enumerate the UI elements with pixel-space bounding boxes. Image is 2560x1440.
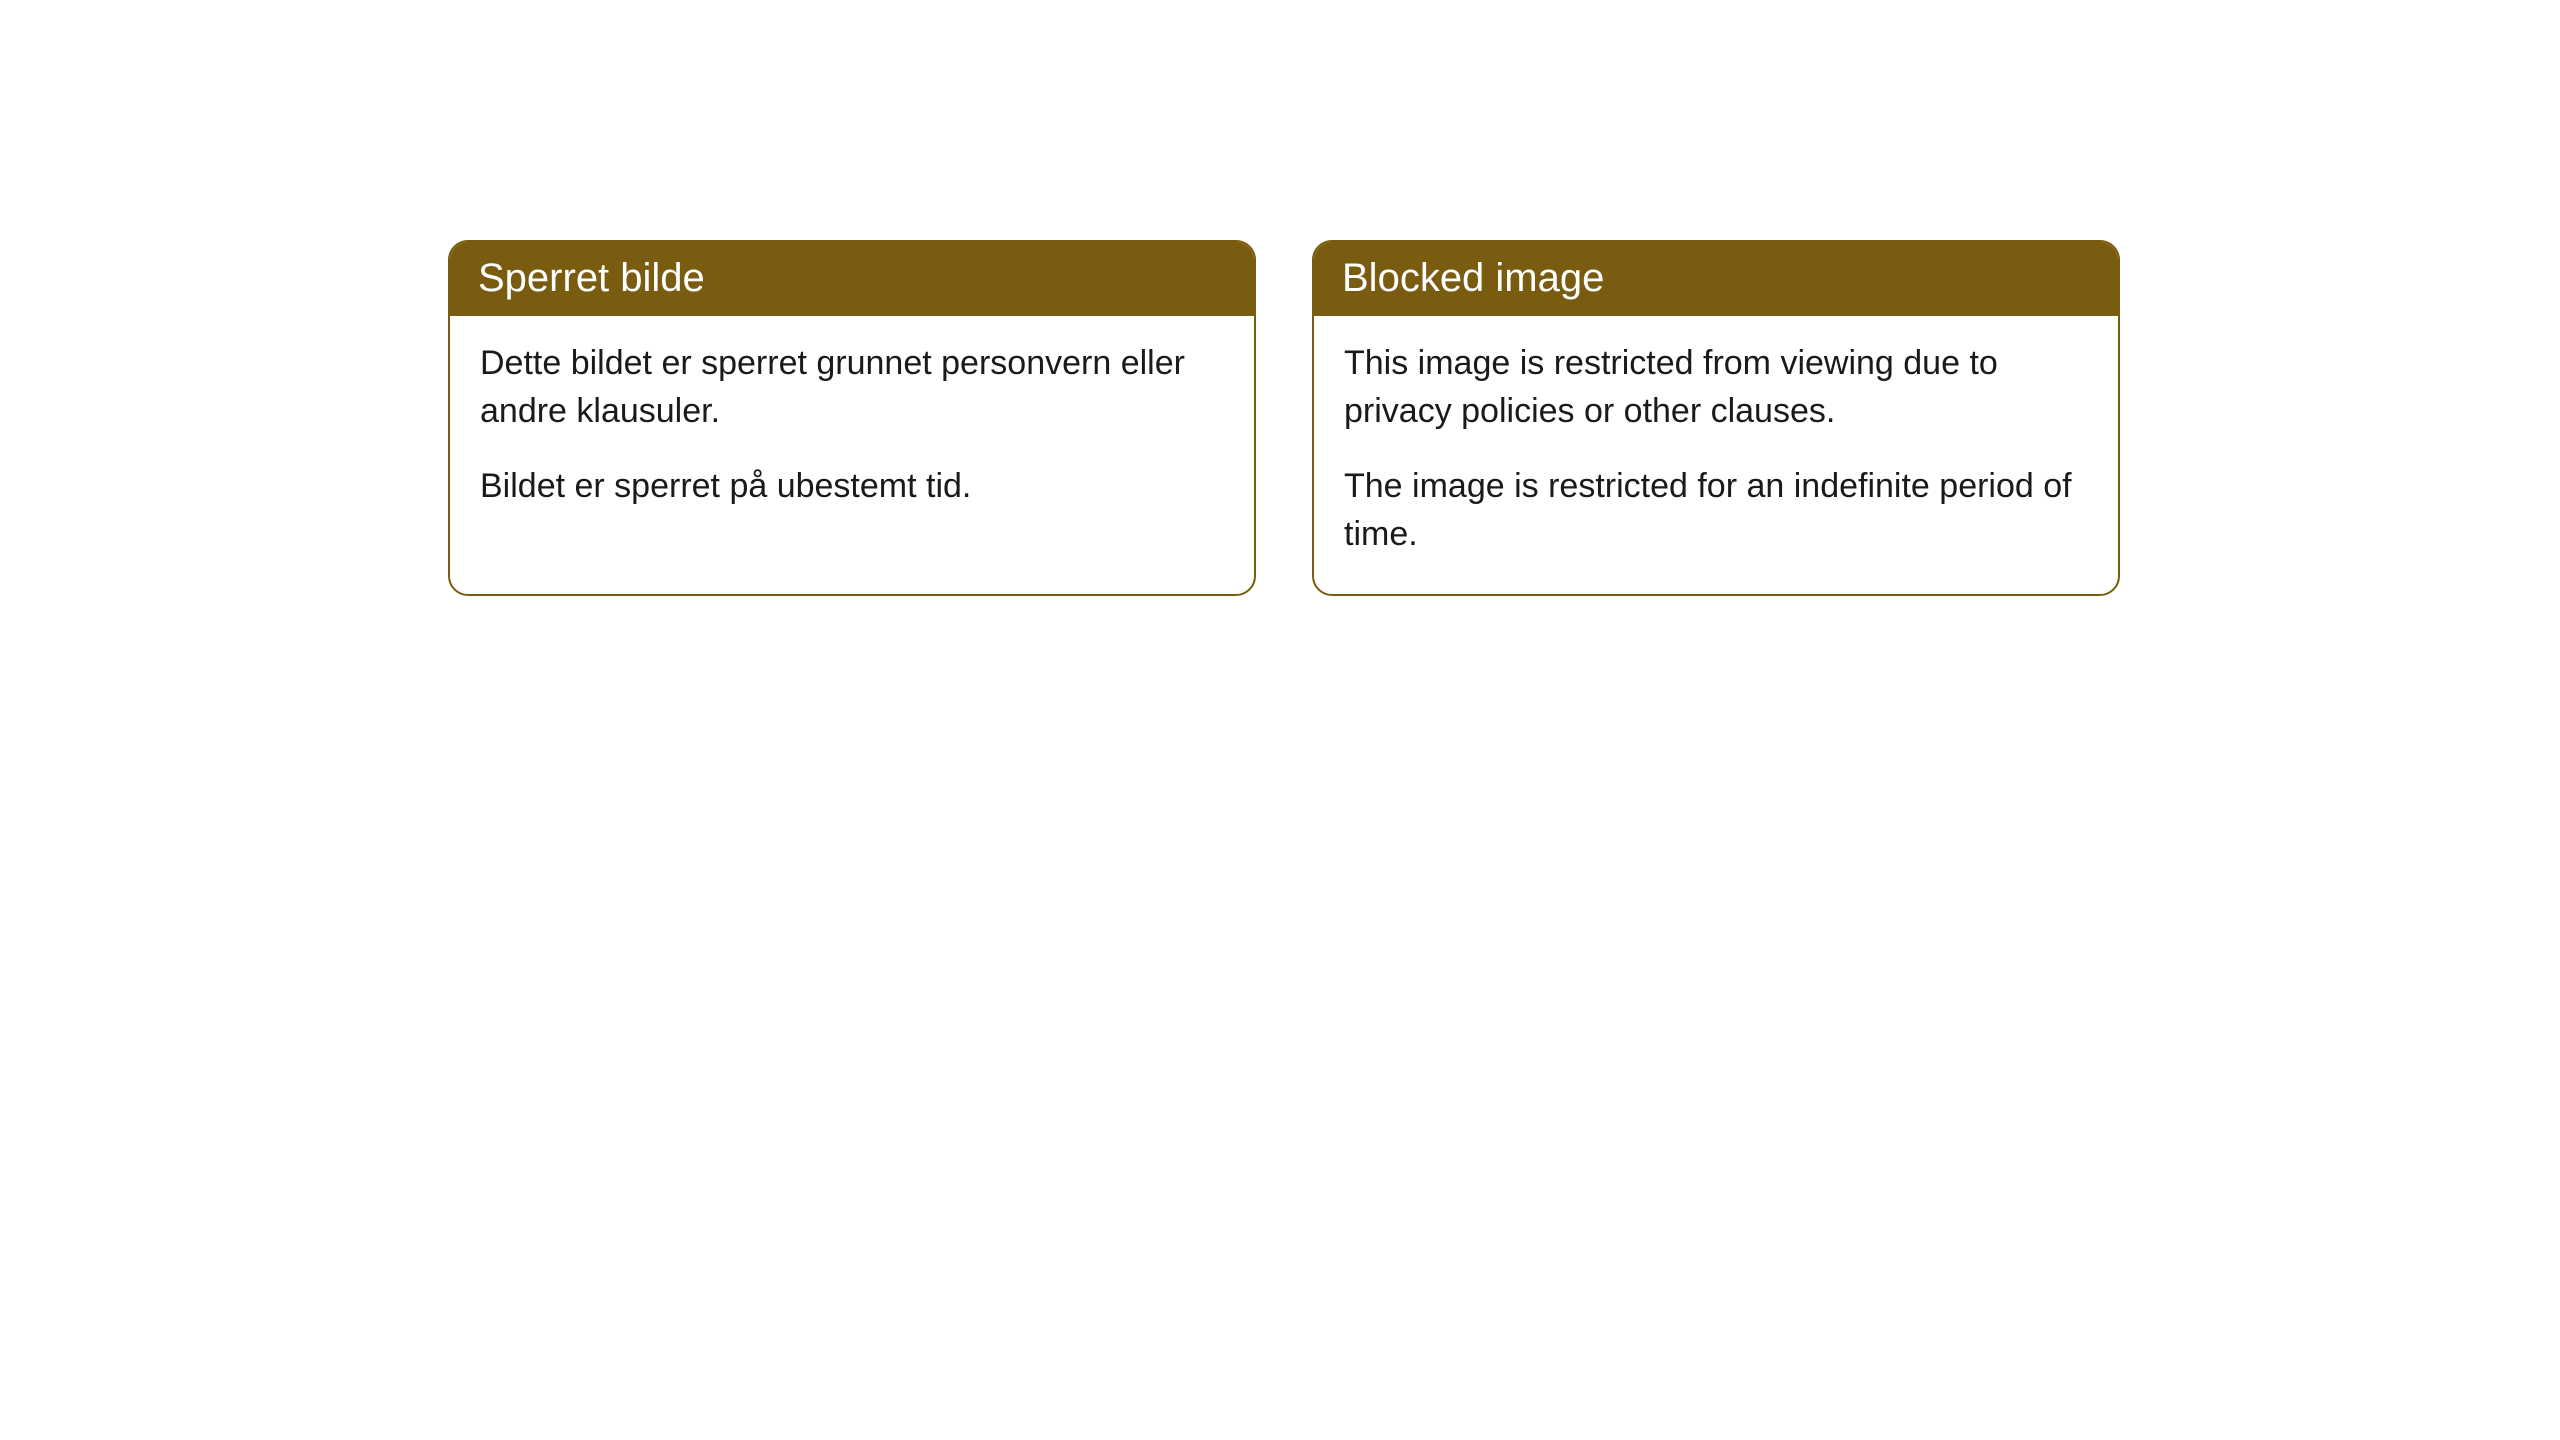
card-paragraph-no-2: Bildet er sperret på ubestemt tid.	[480, 463, 1224, 511]
card-body-no: Dette bildet er sperret grunnet personve…	[450, 316, 1254, 547]
card-paragraph-en-2: The image is restricted for an indefinit…	[1344, 463, 2088, 558]
card-container: Sperret bilde Dette bildet er sperret gr…	[0, 0, 2560, 596]
card-body-en: This image is restricted from viewing du…	[1314, 316, 2118, 594]
blocked-image-card-en: Blocked image This image is restricted f…	[1312, 240, 2120, 596]
card-header-no: Sperret bilde	[450, 242, 1254, 316]
card-header-en: Blocked image	[1314, 242, 2118, 316]
card-paragraph-no-1: Dette bildet er sperret grunnet personve…	[480, 340, 1224, 435]
blocked-image-card-no: Sperret bilde Dette bildet er sperret gr…	[448, 240, 1256, 596]
card-paragraph-en-1: This image is restricted from viewing du…	[1344, 340, 2088, 435]
